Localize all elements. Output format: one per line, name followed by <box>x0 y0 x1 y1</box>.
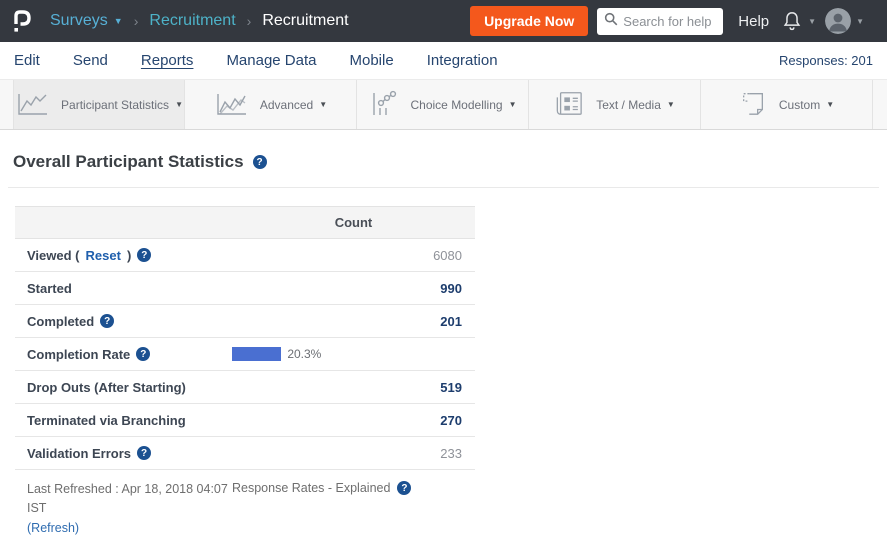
table-row-drop-outs: Drop Outs (After Starting) 519 <box>15 371 475 404</box>
table-row-viewed: Viewed ( Reset ) 6080 <box>15 239 475 272</box>
row-label: Started <box>27 280 72 296</box>
completion-rate-value: 20.3% <box>287 347 322 361</box>
count-column-header: Count <box>334 215 373 230</box>
help-circle-icon[interactable] <box>137 446 152 460</box>
questionpro-logo-icon[interactable] <box>10 7 34 35</box>
page-title-row: Overall Participant Statistics <box>13 152 887 172</box>
responses-count: Responses: 201 <box>779 53 873 68</box>
viewed-count: 6080 <box>433 247 462 263</box>
row-label: Completion Rate <box>27 346 131 362</box>
refresh-link[interactable]: (Refresh) <box>27 520 80 535</box>
chevron-down-icon: ▼ <box>175 100 183 109</box>
row-label: Viewed ( <box>27 247 80 263</box>
breadcrumb-separator: › <box>133 13 139 29</box>
topbar-right: Upgrade Now Help ▼ ▼ <box>470 6 873 36</box>
help-circle-icon[interactable] <box>100 314 115 328</box>
started-count: 990 <box>440 280 462 296</box>
topbar: Surveys ▼ › Recruitment › Recruitment Up… <box>0 0 887 42</box>
table-row-terminated: Terminated via Branching 270 <box>15 404 475 437</box>
tab-advanced[interactable]: Advanced ▼ <box>185 80 357 129</box>
terminated-count: 270 <box>440 412 462 428</box>
tab-participant-statistics[interactable]: Participant Statistics ▼ <box>13 80 185 129</box>
scatter-chart-icon <box>369 90 399 120</box>
chevron-down-icon: ▼ <box>113 16 123 26</box>
breadcrumb-folder-link[interactable]: Recruitment <box>149 12 236 29</box>
tab-label: Advanced <box>259 97 314 112</box>
tab-custom[interactable]: Custom ▼ <box>701 80 873 129</box>
chevron-down-icon[interactable]: ▼ <box>856 16 864 26</box>
help-link[interactable]: Help <box>738 12 770 30</box>
row-label: Terminated via Branching <box>27 412 186 428</box>
page-title: Overall Participant Statistics <box>13 152 244 171</box>
row-label-close: ) <box>126 247 132 263</box>
nav-item-send[interactable]: Send <box>72 52 108 69</box>
table-row-completed: Completed 201 <box>15 305 475 338</box>
tab-label: Text / Media <box>596 97 661 112</box>
row-label: Validation Errors <box>27 445 132 461</box>
help-circle-icon[interactable] <box>136 347 151 361</box>
multi-line-chart-icon <box>214 90 248 120</box>
table-row-completion-rate: Completion Rate 20.3% <box>15 338 475 371</box>
nav-item-reports[interactable]: Reports <box>140 52 194 69</box>
table-footer: Last Refreshed : Apr 18, 2018 04:07 IST … <box>15 480 475 538</box>
chevron-down-icon: ▼ <box>508 100 517 109</box>
nav-item-manage-data[interactable]: Manage Data <box>226 52 317 69</box>
completed-count: 201 <box>440 313 462 329</box>
nav-item-mobile[interactable]: Mobile <box>349 52 394 69</box>
search-icon <box>604 12 618 31</box>
breadcrumb-current-survey: Recruitment <box>262 12 349 29</box>
table-header: Count <box>15 206 475 239</box>
line-chart-icon <box>15 90 49 120</box>
tab-label: Choice Modelling <box>410 97 503 112</box>
drop-outs-count: 519 <box>440 379 462 395</box>
tab-label: Participant Statistics <box>61 97 170 112</box>
nav-item-edit[interactable]: Edit <box>14 52 40 69</box>
help-circle-icon[interactable] <box>252 155 267 169</box>
chevron-down-icon[interactable]: ▼ <box>808 16 817 26</box>
tab-label: Custom <box>778 97 821 112</box>
last-refreshed-text: Last Refreshed : Apr 18, 2018 04:07 IST <box>27 482 228 516</box>
help-circle-icon[interactable] <box>137 248 152 262</box>
help-search-box[interactable] <box>597 7 724 35</box>
search-input[interactable] <box>623 13 717 29</box>
table-row-validation-errors: Validation Errors 233 <box>15 437 475 470</box>
divider <box>8 187 879 188</box>
breadcrumb-surveys-label: Surveys <box>50 12 108 29</box>
user-avatar[interactable] <box>825 8 852 34</box>
validation-errors-count: 233 <box>440 445 462 461</box>
report-tab-strip: Participant Statistics ▼ Advanced ▼ Choi… <box>0 79 887 130</box>
chevron-down-icon: ▼ <box>826 100 835 109</box>
completion-rate-bar <box>232 347 282 361</box>
table-row-started: Started 990 <box>15 272 475 305</box>
breadcrumb-separator: › <box>246 13 252 29</box>
participant-statistics-table: Count Viewed ( Reset ) 6080 Started 990 … <box>15 206 475 470</box>
response-rates-label: Response Rates - Explained <box>232 481 391 495</box>
chevron-down-icon: ▼ <box>666 100 675 109</box>
tab-choice-modelling[interactable]: Choice Modelling ▼ <box>357 80 529 129</box>
breadcrumb: Surveys ▼ › Recruitment › Recruitment <box>50 12 349 30</box>
survey-nav: Edit Send Reports Manage Data Mobile Int… <box>0 42 887 79</box>
chevron-down-icon: ▼ <box>319 100 328 109</box>
row-label: Completed <box>27 313 95 329</box>
nav-item-integration[interactable]: Integration <box>426 52 498 69</box>
upgrade-now-button[interactable]: Upgrade Now <box>470 6 589 36</box>
row-label: Drop Outs (After Starting) <box>27 379 186 395</box>
page-icon <box>739 89 767 120</box>
newspaper-icon <box>554 89 584 120</box>
help-circle-icon[interactable] <box>397 481 412 495</box>
notifications-bell-icon[interactable] <box>781 9 803 33</box>
breadcrumb-surveys-menu[interactable]: Surveys ▼ <box>50 12 123 30</box>
tab-text-media[interactable]: Text / Media ▼ <box>529 80 701 129</box>
reset-link[interactable]: Reset <box>85 247 121 263</box>
